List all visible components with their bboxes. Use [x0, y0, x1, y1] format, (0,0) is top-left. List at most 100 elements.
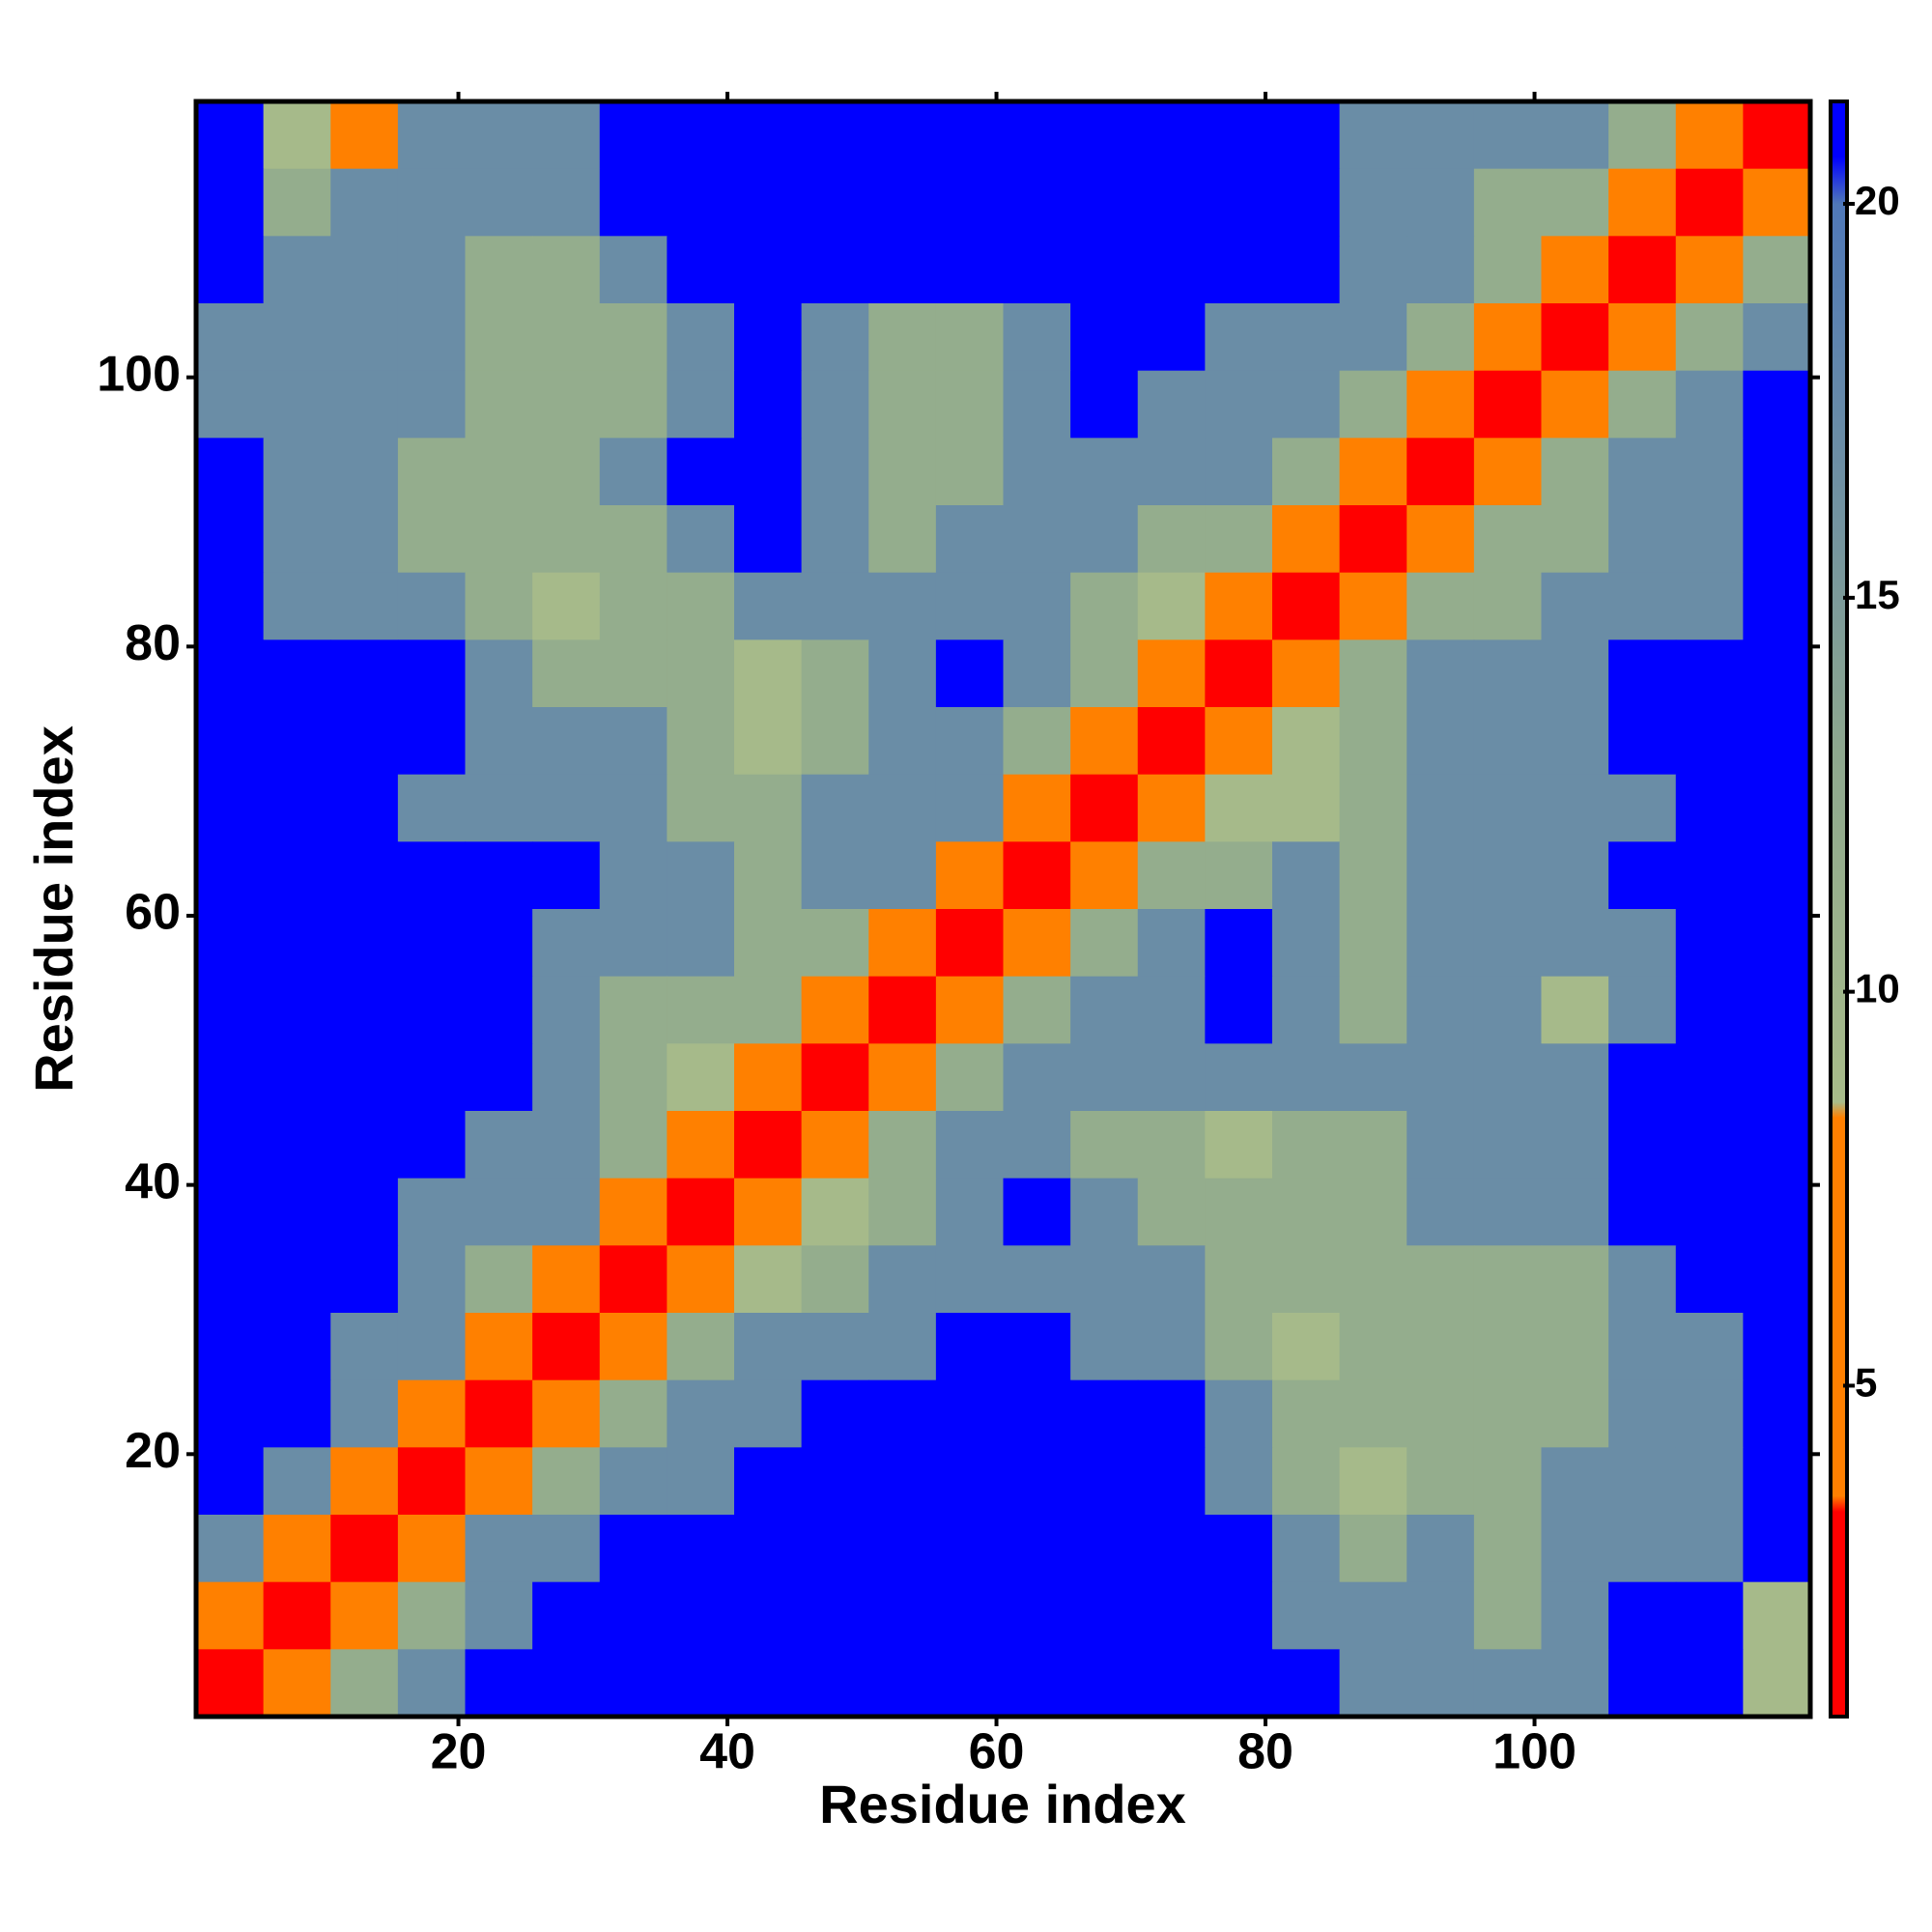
heatmap-cell [1675, 1515, 1744, 1583]
heatmap-cell [263, 1447, 331, 1516]
heatmap-cell [1541, 976, 1609, 1044]
heatmap-cell [935, 1379, 1005, 1448]
heatmap-cell [1675, 639, 1744, 708]
heatmap-cell [1339, 236, 1407, 304]
heatmap-cell [599, 1515, 668, 1583]
heatmap-cell [1675, 168, 1744, 237]
heatmap-cell [1541, 370, 1609, 439]
heatmap-cell [397, 370, 467, 439]
heatmap-cell [935, 909, 1005, 978]
heatmap-cell [465, 707, 533, 776]
heatmap-cell [465, 841, 533, 910]
heatmap-cell [1003, 303, 1071, 372]
heatmap-cell [1205, 1649, 1273, 1718]
heatmap-cell [1272, 303, 1341, 372]
heatmap-cell [599, 841, 668, 910]
heatmap-cell [1070, 370, 1139, 439]
heatmap-cell [935, 707, 1005, 776]
heatmap-cell [330, 1313, 399, 1381]
heatmap-cell [801, 1515, 869, 1583]
heatmap-cell [263, 1313, 331, 1381]
heatmap-cell [1406, 1043, 1475, 1112]
heatmap-cell [1339, 101, 1407, 170]
heatmap-cell [1541, 1245, 1609, 1314]
heatmap-cell [532, 1379, 601, 1448]
heatmap-cell [1339, 841, 1407, 910]
heatmap-cell [1541, 168, 1609, 237]
heatmap-cell [532, 101, 601, 170]
heatmap-cell [1541, 1111, 1609, 1179]
heatmap-cell [465, 1245, 533, 1314]
heatmap-cell [1743, 1379, 1811, 1448]
heatmap-cell [801, 1043, 869, 1112]
heatmap-cell [1272, 1515, 1341, 1583]
heatmap-cell [1137, 1245, 1206, 1314]
heatmap-cell [1003, 639, 1071, 708]
heatmap-cell [532, 1447, 601, 1516]
heatmap-cell [1541, 1447, 1609, 1516]
heatmap-cell [599, 101, 668, 170]
heatmap-cell [1473, 1178, 1543, 1246]
heatmap-cell [1272, 168, 1341, 237]
heatmap-cell [1541, 1581, 1609, 1650]
heatmap-cell [599, 1581, 668, 1650]
heatmap-cell [1406, 1379, 1475, 1448]
heatmap-cell [465, 1515, 533, 1583]
heatmap-cell [397, 909, 467, 978]
heatmap-cell [330, 370, 399, 439]
heatmap-cell [263, 1043, 331, 1112]
heatmap-cell [1003, 976, 1071, 1044]
heatmap-cell [1406, 909, 1475, 978]
heatmap-cell [1272, 1178, 1341, 1246]
heatmap-cell [1272, 572, 1341, 640]
heatmap-cell [935, 1515, 1005, 1583]
heatmap-cell [1675, 976, 1744, 1044]
heatmap-cell [397, 1245, 467, 1314]
heatmap-cell [667, 1447, 735, 1516]
heatmap-cell [263, 1245, 331, 1314]
heatmap-cell [1272, 909, 1341, 978]
heatmap-cell [1272, 707, 1341, 776]
heatmap-cell [196, 1649, 265, 1718]
heatmap-cell [599, 909, 668, 978]
heatmap-cell [1608, 505, 1677, 574]
heatmap-cell [1003, 1178, 1071, 1246]
heatmap-cell [196, 639, 265, 708]
heatmap-cell [868, 505, 937, 574]
heatmap-cell [1406, 505, 1475, 574]
heatmap-cell [1608, 1111, 1677, 1179]
heatmap-cell [1003, 236, 1071, 304]
heatmap-cell [868, 236, 937, 304]
heatmap-cell [1339, 1111, 1407, 1179]
heatmap-cell [734, 1581, 803, 1650]
heatmap-cell [330, 639, 399, 708]
heatmap-cell [330, 505, 399, 574]
heatmap-cell [1743, 1043, 1811, 1112]
heatmap-cell [1205, 1245, 1273, 1314]
heatmap-cell [1137, 303, 1206, 372]
heatmap-cell [801, 1178, 869, 1246]
heatmap-cell [1473, 1111, 1543, 1179]
heatmap-cell [1406, 841, 1475, 910]
heatmap-cell [868, 976, 937, 1044]
heatmap-cell [599, 1245, 668, 1314]
heatmap-cell [1205, 1043, 1273, 1112]
heatmap-cell [1137, 1111, 1206, 1179]
heatmap-cell [465, 1043, 533, 1112]
heatmap-cell [1070, 976, 1139, 1044]
heatmap-cell [330, 1379, 399, 1448]
heatmap-cell [734, 1111, 803, 1179]
heatmap-cell [667, 572, 735, 640]
heatmap-cell [935, 303, 1005, 372]
heatmap-cell [868, 707, 937, 776]
x-tick-label: 60 [969, 1724, 1025, 1780]
heatmap-cell [1541, 303, 1609, 372]
heatmap-cell [263, 707, 331, 776]
x-tick-label: 100 [1492, 1724, 1577, 1780]
heatmap-cell [1272, 101, 1341, 170]
heatmap-cell [801, 1245, 869, 1314]
heatmap-cell [1070, 639, 1139, 708]
heatmap-cell [1406, 1649, 1475, 1718]
